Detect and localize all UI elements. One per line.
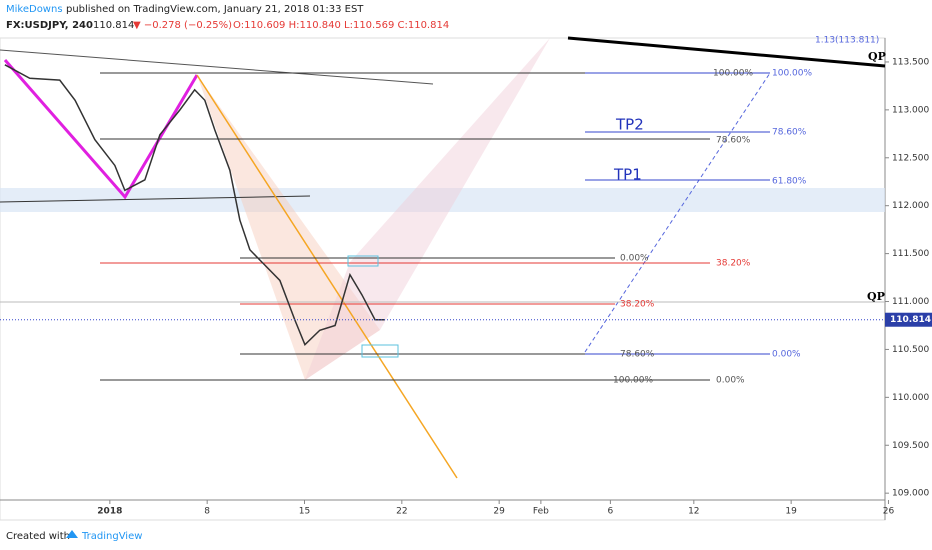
- annotation: 38.20%: [716, 259, 751, 269]
- annotation: 0.00%: [716, 376, 745, 386]
- y-tick-label: 109.000: [892, 489, 929, 499]
- annotation: 38.20%: [620, 300, 655, 310]
- annotation: 1.13(113.811): [815, 36, 879, 46]
- x-tick-label: 12: [688, 507, 699, 517]
- last-price-tag: [885, 312, 932, 327]
- fib-lines: [0, 72, 885, 381]
- x-tick-label: 22: [396, 507, 407, 517]
- x-tick-label: 29: [493, 507, 505, 517]
- x-tick-label: 15: [299, 507, 310, 517]
- change: ▼ −0.278 (−0.25%): [133, 20, 232, 31]
- annotation: 100.00%: [613, 376, 653, 386]
- y-tick-label: 113.000: [892, 105, 929, 115]
- trendline: [0, 195, 311, 203]
- y-tick-label: 110.500: [892, 345, 929, 355]
- y-tick-label: 109.500: [892, 441, 929, 451]
- box: [347, 255, 379, 267]
- price: 110.814: [93, 20, 134, 31]
- author: MikeDowns: [6, 4, 63, 15]
- y-tick-label: 113.500: [892, 57, 929, 67]
- box: [361, 344, 399, 358]
- annotation: 100.00%: [772, 69, 812, 79]
- plot-area: [0, 37, 886, 521]
- trendline: [196, 74, 458, 479]
- y-tick-label: 112.500: [892, 153, 929, 163]
- annotation: QP: [867, 290, 885, 303]
- annotation: 0.00%: [620, 254, 649, 264]
- annotation: 78.60%: [772, 128, 807, 138]
- published: published on TradingView.com, January 21…: [66, 4, 364, 15]
- symbol: FX:USDJPY, 240: [6, 20, 93, 31]
- last-price-label: 110.814: [890, 315, 931, 325]
- x-tick-label: 19: [785, 507, 797, 517]
- x-tick-label: 6: [608, 507, 614, 517]
- footer-created: Created with: [6, 531, 70, 542]
- x-tick-label: Feb: [533, 507, 549, 517]
- annotation: 78.60%: [716, 136, 751, 146]
- swing: [3, 59, 199, 200]
- zone: [0, 188, 885, 212]
- x-tick-label: 8: [204, 507, 210, 517]
- annotation: 100.00%: [713, 69, 753, 79]
- y-tick-label: 112.000: [892, 201, 929, 211]
- y-tick-label: 110.000: [892, 393, 929, 403]
- annotation: 61.80%: [772, 177, 807, 187]
- annotation: 0.00%: [772, 350, 801, 360]
- x-tick-label: 26: [883, 507, 895, 517]
- y-tick-label: 111.000: [892, 297, 929, 307]
- annotation: 78.60%: [620, 350, 655, 360]
- annotation: QP: [868, 50, 886, 63]
- x-tick-label: 2018: [97, 507, 122, 517]
- logo: [66, 530, 78, 538]
- trendline: [0, 49, 434, 85]
- y-tick-label: 111.500: [892, 249, 929, 259]
- trendline: [567, 36, 886, 68]
- annotation: TP1: [613, 166, 642, 184]
- footer-brand: TradingView: [81, 531, 142, 542]
- ohlc: O:110.609 H:110.840 L:110.569 C:110.814: [233, 20, 449, 31]
- annotation: TP2: [615, 116, 644, 134]
- price-line: [4, 64, 385, 346]
- pattern: [305, 38, 550, 380]
